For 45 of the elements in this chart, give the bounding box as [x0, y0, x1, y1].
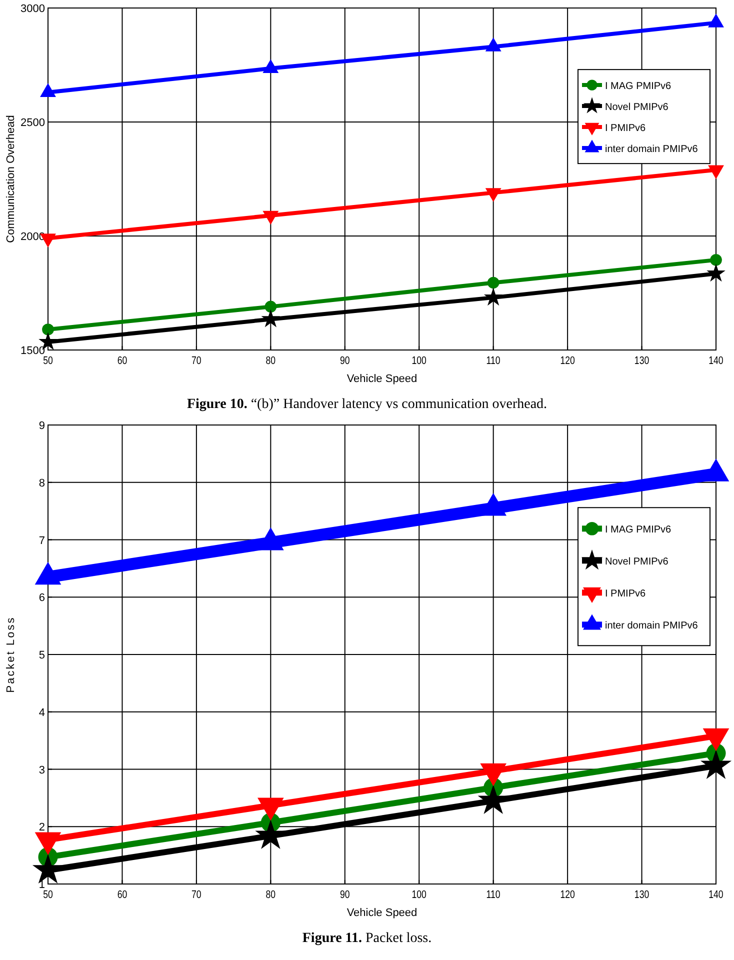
- y-axis-title: Communication Overhead: [5, 115, 17, 243]
- x-tick-label: 120: [560, 355, 576, 368]
- y-tick-label: 2: [38, 822, 45, 834]
- x-tick-label: 80: [266, 355, 276, 368]
- legend-label: Novel PMIPv6: [605, 102, 669, 114]
- y-tick-label: 2500: [20, 117, 45, 129]
- x-tick-label: 50: [43, 889, 54, 902]
- x-tick-label: 80: [266, 889, 276, 902]
- x-tick-label: 140: [708, 355, 724, 368]
- x-axis-title: Vehicle Speed: [346, 907, 418, 919]
- legend-label: I MAG PMIPv6: [605, 81, 672, 92]
- y-tick-label: 7: [38, 534, 45, 547]
- legend-label: I PMIPv6: [605, 123, 646, 134]
- legend-label: Novel PMIPv6: [605, 556, 669, 568]
- x-tick-label: 130: [634, 355, 650, 368]
- caption: Figure 11. Packet loss.: [302, 931, 432, 946]
- x-axis-title: Vehicle Speed: [346, 373, 418, 385]
- y-tick-label: 3000: [20, 3, 45, 15]
- caption: Figure 10. “(b)” Handover latency vs communication overhead.: [186, 397, 548, 412]
- x-tick-label: 90: [340, 355, 350, 368]
- x-tick-label: 140: [708, 889, 724, 902]
- legend-label: I MAG PMIPv6: [605, 524, 672, 536]
- x-tick-label: 60: [117, 355, 128, 368]
- x-tick-label: 50: [43, 355, 54, 368]
- x-tick-label: 120: [560, 889, 576, 902]
- y-tick-label: 5: [38, 650, 45, 662]
- y-tick-label: 8: [38, 477, 45, 490]
- x-tick-label: 100: [412, 889, 427, 902]
- x-tick-label: 90: [340, 889, 350, 902]
- x-tick-label: 60: [117, 889, 128, 902]
- legend-label: inter domain PMIPv6: [605, 144, 698, 156]
- x-tick-label: 70: [192, 355, 202, 368]
- y-tick-label: 1500: [20, 345, 45, 357]
- x-tick-label: 130: [634, 889, 650, 902]
- x-tick-label: 70: [192, 889, 202, 902]
- y-tick-label: 9: [38, 420, 45, 432]
- x-tick-label: 110: [486, 889, 501, 902]
- x-tick-label: 100: [412, 355, 427, 368]
- y-axis-title: Packet Loss: [5, 616, 17, 693]
- x-tick-label: 110: [486, 355, 501, 368]
- y-tick-label: 4: [38, 706, 45, 719]
- y-tick-label: 6: [38, 592, 45, 604]
- legend-label: I PMIPv6: [605, 588, 646, 600]
- legend-label: inter domain PMIPv6: [605, 620, 698, 632]
- y-tick-label: 3: [38, 764, 45, 776]
